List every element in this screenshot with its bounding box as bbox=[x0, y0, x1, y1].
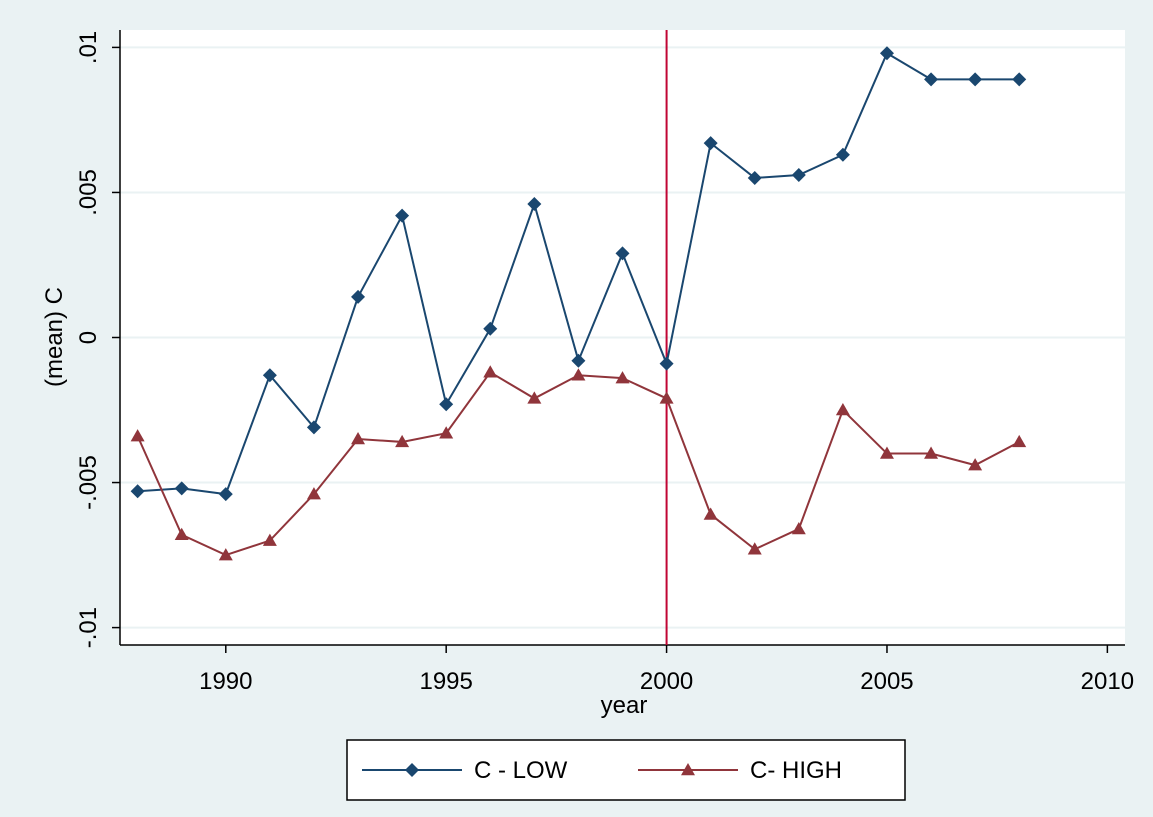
y-tick-label: -.01 bbox=[75, 607, 102, 648]
marker bbox=[483, 321, 498, 336]
marker bbox=[218, 487, 233, 502]
marker bbox=[791, 168, 806, 183]
marker bbox=[615, 246, 630, 261]
marker bbox=[1012, 434, 1027, 448]
marker bbox=[262, 368, 277, 383]
marker bbox=[351, 289, 366, 304]
marker bbox=[262, 533, 277, 546]
marker bbox=[483, 365, 498, 378]
y-axis-label: (mean) C bbox=[41, 287, 68, 387]
marker bbox=[174, 527, 189, 541]
y-tick-label: .005 bbox=[75, 169, 102, 216]
marker bbox=[924, 72, 939, 87]
marker bbox=[174, 481, 189, 496]
marker bbox=[527, 197, 542, 212]
marker bbox=[571, 353, 586, 368]
marker bbox=[130, 484, 145, 499]
legend-label: C- HIGH bbox=[750, 757, 842, 784]
legend-label: C - LOW bbox=[474, 757, 568, 784]
marker bbox=[703, 136, 718, 151]
marker bbox=[306, 420, 321, 435]
y-tick-label: .01 bbox=[75, 31, 102, 64]
x-tick-label: 2005 bbox=[860, 668, 913, 695]
marker bbox=[1012, 72, 1027, 87]
marker bbox=[527, 391, 542, 404]
marker bbox=[968, 458, 983, 471]
marker bbox=[968, 72, 983, 87]
marker bbox=[879, 46, 894, 61]
marker bbox=[747, 542, 762, 555]
marker bbox=[439, 397, 454, 412]
x-tick-label: 2010 bbox=[1081, 668, 1134, 695]
y-tick-label: -.005 bbox=[75, 455, 102, 510]
marker bbox=[835, 403, 850, 416]
marker bbox=[439, 426, 454, 439]
marker bbox=[571, 368, 586, 381]
legend-marker bbox=[681, 763, 695, 776]
marker bbox=[835, 147, 850, 162]
marker bbox=[703, 507, 718, 520]
marker bbox=[747, 170, 762, 185]
x-axis-label: year bbox=[601, 692, 648, 719]
marker bbox=[395, 208, 410, 223]
marker bbox=[130, 429, 145, 442]
marker bbox=[306, 487, 321, 500]
marker bbox=[615, 371, 630, 384]
marker bbox=[351, 432, 366, 445]
marker bbox=[879, 446, 894, 459]
y-tick-label: 0 bbox=[75, 331, 102, 344]
x-tick-label: 1990 bbox=[199, 668, 252, 695]
legend-marker bbox=[405, 763, 419, 777]
marker bbox=[218, 548, 233, 561]
marker bbox=[791, 521, 806, 535]
marker bbox=[924, 446, 939, 459]
marker bbox=[395, 434, 410, 448]
marker bbox=[659, 391, 674, 404]
x-tick-label: 1995 bbox=[419, 668, 472, 695]
x-tick-label: 2000 bbox=[640, 668, 693, 695]
marker bbox=[659, 356, 674, 371]
